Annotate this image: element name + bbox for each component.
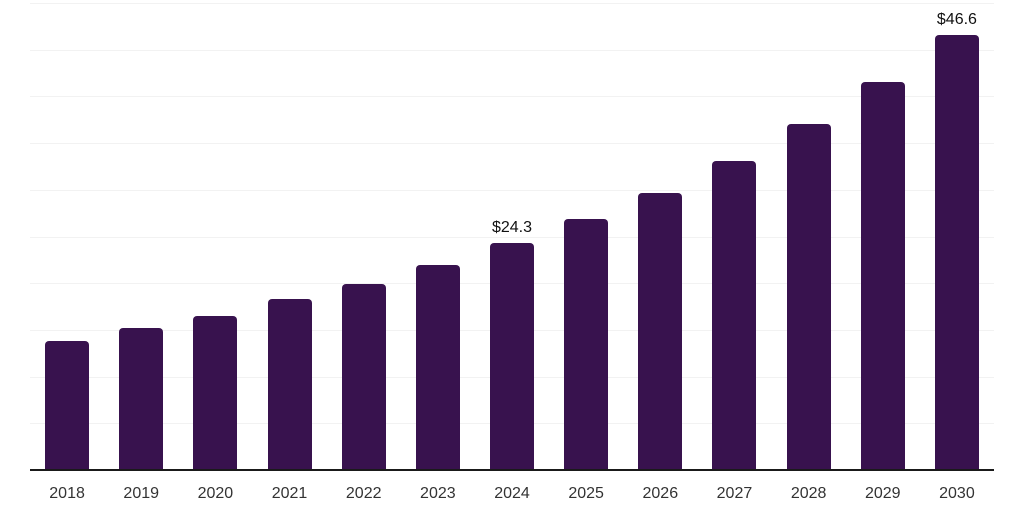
x-tick-2026: 2026 (642, 485, 679, 502)
x-tick-2020: 2020 (197, 485, 234, 502)
x-axis-line (30, 469, 994, 471)
gridline-30 (30, 189, 994, 191)
bar-2029 (860, 82, 905, 470)
x-tick-2021: 2021 (271, 485, 308, 502)
bar-2020 (193, 315, 238, 470)
bar-2019 (119, 328, 164, 470)
x-tick-2025: 2025 (568, 485, 604, 502)
bar-2030 (934, 34, 979, 470)
gridline-45 (30, 49, 994, 51)
bar-2021 (267, 299, 312, 470)
x-tick-2024: 2024 (494, 485, 530, 502)
bar-2023 (415, 265, 460, 470)
x-tick-2027: 2027 (716, 485, 753, 502)
bar-2018 (45, 341, 90, 470)
gridline-40 (30, 96, 994, 98)
x-tick-2030: 2030 (939, 485, 975, 502)
bar-2027 (712, 160, 757, 470)
bar-2024 (490, 243, 534, 470)
x-tick-2029: 2029 (864, 485, 901, 502)
gridline-35 (30, 143, 994, 145)
bar-2028 (786, 124, 831, 470)
x-tick-2018: 2018 (49, 485, 85, 502)
x-tick-2022: 2022 (345, 485, 382, 502)
bar-2026 (638, 192, 683, 470)
x-tick-2023: 2023 (420, 485, 456, 502)
gridline-50 (30, 3, 994, 4)
bar-2025 (564, 218, 609, 470)
x-tick-2019: 2019 (123, 485, 160, 502)
x-tick-2028: 2028 (790, 485, 827, 502)
value-label-2030: $46.6 (936, 10, 977, 28)
bar-2022 (341, 284, 386, 470)
value-label-2024: $24.3 (491, 219, 533, 237)
